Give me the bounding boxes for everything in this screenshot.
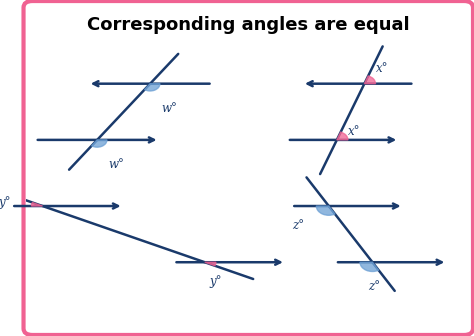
Text: z°: z°: [368, 281, 380, 293]
Text: z°: z°: [292, 219, 304, 232]
Wedge shape: [360, 262, 379, 271]
Wedge shape: [91, 140, 107, 147]
Text: x°: x°: [375, 62, 388, 75]
Wedge shape: [31, 203, 43, 206]
Text: w°: w°: [108, 158, 124, 171]
Text: w°: w°: [161, 102, 177, 115]
Wedge shape: [205, 262, 216, 266]
Text: y°: y°: [0, 196, 11, 209]
Wedge shape: [337, 132, 348, 140]
Wedge shape: [145, 84, 160, 91]
Text: y°: y°: [209, 276, 222, 289]
Text: Corresponding angles are equal: Corresponding angles are equal: [87, 16, 410, 34]
Text: x°: x°: [348, 125, 360, 138]
Wedge shape: [316, 206, 335, 215]
Wedge shape: [365, 76, 375, 84]
